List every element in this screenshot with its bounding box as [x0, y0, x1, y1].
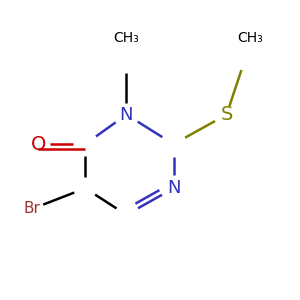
Text: CH₃: CH₃: [237, 31, 263, 45]
Text: CH₃: CH₃: [114, 31, 139, 45]
Text: Br: Br: [24, 201, 41, 216]
Text: N: N: [167, 179, 180, 197]
Text: S: S: [220, 105, 233, 124]
Text: N: N: [120, 106, 133, 124]
Text: O: O: [30, 135, 46, 154]
